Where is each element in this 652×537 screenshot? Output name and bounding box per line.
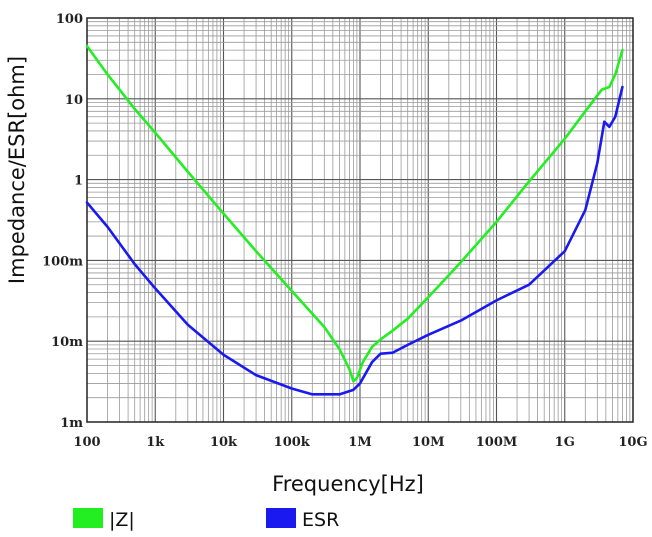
x-axis-title: Frequency[Hz] <box>272 472 424 496</box>
plot-frame <box>86 17 634 423</box>
x-tick-label: 10M <box>412 435 444 450</box>
series-line-esr <box>85 85 624 396</box>
y-tick-label: 100m <box>42 254 83 269</box>
x-tick-label: 10G <box>618 435 647 450</box>
x-tick-label: 100 <box>73 435 100 450</box>
x-tick-label: 100k <box>274 435 311 450</box>
y-axis-title: Impedance/ESR[ohm] <box>5 56 29 284</box>
x-tick-label: 1M <box>348 435 371 450</box>
legend-label-z: |Z| <box>109 509 135 531</box>
legend-swatch-esr <box>266 508 296 528</box>
legend: |Z| ESR <box>73 508 339 531</box>
series-line-z <box>85 44 624 383</box>
series-layer <box>85 44 624 396</box>
x-tick-label: 1k <box>146 435 165 450</box>
x-tick-label: 10k <box>210 435 238 450</box>
grid <box>87 18 633 422</box>
y-tick-label: 1m <box>60 416 83 431</box>
x-tick-label: 1G <box>555 435 575 450</box>
y-tick-label: 10 <box>65 93 83 108</box>
x-tick-label: 100M <box>476 435 518 450</box>
y-tick-label: 100 <box>56 12 83 27</box>
y-tick-labels: 1m 10m 100m 1 10 100 <box>42 12 83 431</box>
legend-label-esr: ESR <box>302 509 339 531</box>
x-tick-labels: 100 1k 10k 100k 1M 10M 100M 1G 10G <box>73 435 647 450</box>
legend-swatch-z <box>73 508 103 528</box>
y-tick-label: 1 <box>74 174 83 189</box>
y-tick-label: 10m <box>51 335 83 350</box>
